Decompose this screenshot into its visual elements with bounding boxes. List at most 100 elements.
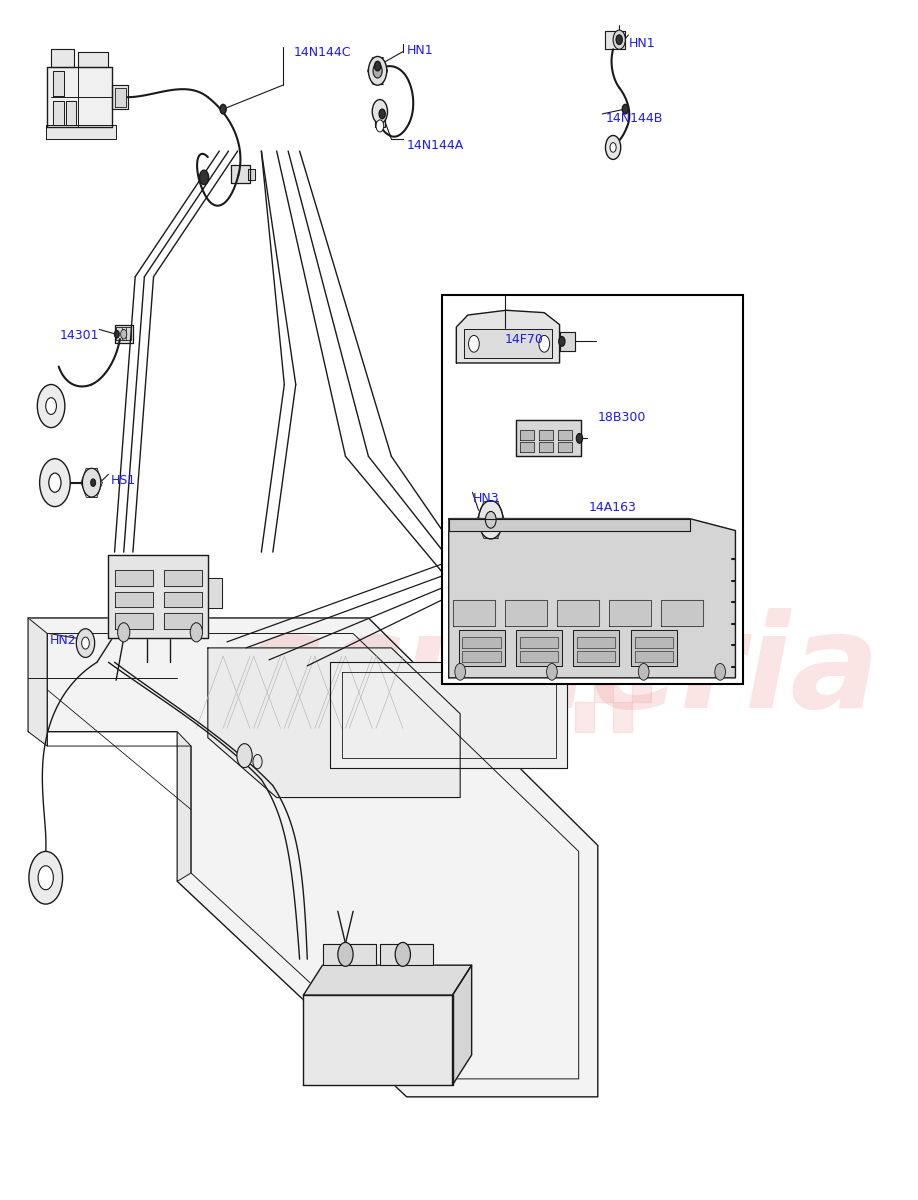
Circle shape xyxy=(395,942,410,966)
Text: scuderia: scuderia xyxy=(246,608,880,736)
Bar xyxy=(613,702,633,732)
Polygon shape xyxy=(115,570,152,586)
Polygon shape xyxy=(51,49,74,67)
Polygon shape xyxy=(464,330,552,358)
Polygon shape xyxy=(577,637,615,648)
Polygon shape xyxy=(516,420,581,456)
Circle shape xyxy=(39,458,70,506)
Polygon shape xyxy=(520,637,558,648)
Polygon shape xyxy=(230,166,250,184)
Polygon shape xyxy=(116,328,131,341)
Circle shape xyxy=(379,109,386,119)
Polygon shape xyxy=(46,125,116,139)
Bar xyxy=(575,702,594,732)
Polygon shape xyxy=(456,311,560,362)
Bar xyxy=(575,642,594,672)
Bar xyxy=(613,642,633,672)
Polygon shape xyxy=(65,101,76,125)
Circle shape xyxy=(120,330,127,340)
Polygon shape xyxy=(177,732,191,881)
Circle shape xyxy=(118,623,129,642)
Circle shape xyxy=(486,511,496,528)
Text: HN1: HN1 xyxy=(407,44,433,58)
Circle shape xyxy=(613,30,625,49)
Polygon shape xyxy=(539,430,553,439)
Bar xyxy=(633,612,652,642)
Circle shape xyxy=(199,170,208,185)
Text: 14N144A: 14N144A xyxy=(407,139,464,152)
Polygon shape xyxy=(47,67,112,127)
Polygon shape xyxy=(556,600,599,626)
Polygon shape xyxy=(463,652,500,662)
Circle shape xyxy=(91,479,95,486)
Polygon shape xyxy=(380,943,433,965)
Polygon shape xyxy=(609,600,651,626)
Polygon shape xyxy=(164,570,203,586)
Circle shape xyxy=(376,120,384,132)
Bar xyxy=(442,295,743,684)
Polygon shape xyxy=(304,965,472,995)
Bar xyxy=(594,672,613,702)
Circle shape xyxy=(338,942,353,966)
Circle shape xyxy=(375,61,381,71)
Polygon shape xyxy=(108,554,207,638)
Polygon shape xyxy=(330,662,567,768)
Polygon shape xyxy=(115,88,126,107)
Polygon shape xyxy=(115,613,152,629)
Text: 14A163: 14A163 xyxy=(588,500,636,514)
Text: 14N144B: 14N144B xyxy=(606,112,663,125)
Circle shape xyxy=(38,865,53,889)
Polygon shape xyxy=(52,71,64,96)
Polygon shape xyxy=(520,442,533,451)
Text: HN2: HN2 xyxy=(50,634,76,647)
Text: HS1: HS1 xyxy=(111,474,136,487)
Circle shape xyxy=(616,35,622,44)
Circle shape xyxy=(610,143,616,152)
Circle shape xyxy=(49,473,61,492)
Polygon shape xyxy=(516,630,562,666)
Polygon shape xyxy=(52,101,64,125)
Polygon shape xyxy=(78,52,108,67)
Polygon shape xyxy=(322,943,376,965)
Polygon shape xyxy=(577,652,615,662)
Text: HN1: HN1 xyxy=(629,37,655,50)
Text: 14301: 14301 xyxy=(60,330,99,342)
Circle shape xyxy=(546,664,557,680)
Circle shape xyxy=(715,664,725,680)
Circle shape xyxy=(237,744,252,768)
Polygon shape xyxy=(520,430,533,439)
Circle shape xyxy=(622,104,629,114)
Circle shape xyxy=(253,755,263,769)
Circle shape xyxy=(372,100,387,124)
Circle shape xyxy=(638,664,649,680)
Polygon shape xyxy=(375,118,386,127)
Polygon shape xyxy=(453,600,495,626)
Text: HN3: HN3 xyxy=(473,492,499,505)
Polygon shape xyxy=(249,169,255,180)
Polygon shape xyxy=(449,518,735,678)
Polygon shape xyxy=(574,630,620,666)
Bar xyxy=(594,612,613,642)
Polygon shape xyxy=(463,637,500,648)
Circle shape xyxy=(606,136,621,160)
Polygon shape xyxy=(453,965,472,1085)
Polygon shape xyxy=(28,618,47,746)
Polygon shape xyxy=(207,648,460,798)
Polygon shape xyxy=(115,592,152,607)
Circle shape xyxy=(46,397,56,414)
Circle shape xyxy=(220,104,226,114)
Polygon shape xyxy=(539,442,553,451)
Polygon shape xyxy=(28,618,598,1097)
Polygon shape xyxy=(606,31,624,49)
Circle shape xyxy=(373,64,382,78)
Circle shape xyxy=(190,623,203,642)
Circle shape xyxy=(559,337,565,346)
Circle shape xyxy=(76,629,95,658)
Polygon shape xyxy=(449,518,689,530)
Circle shape xyxy=(115,331,119,338)
Polygon shape xyxy=(631,630,677,666)
Circle shape xyxy=(468,336,479,352)
Polygon shape xyxy=(459,630,505,666)
Polygon shape xyxy=(304,995,453,1085)
Polygon shape xyxy=(505,600,546,626)
